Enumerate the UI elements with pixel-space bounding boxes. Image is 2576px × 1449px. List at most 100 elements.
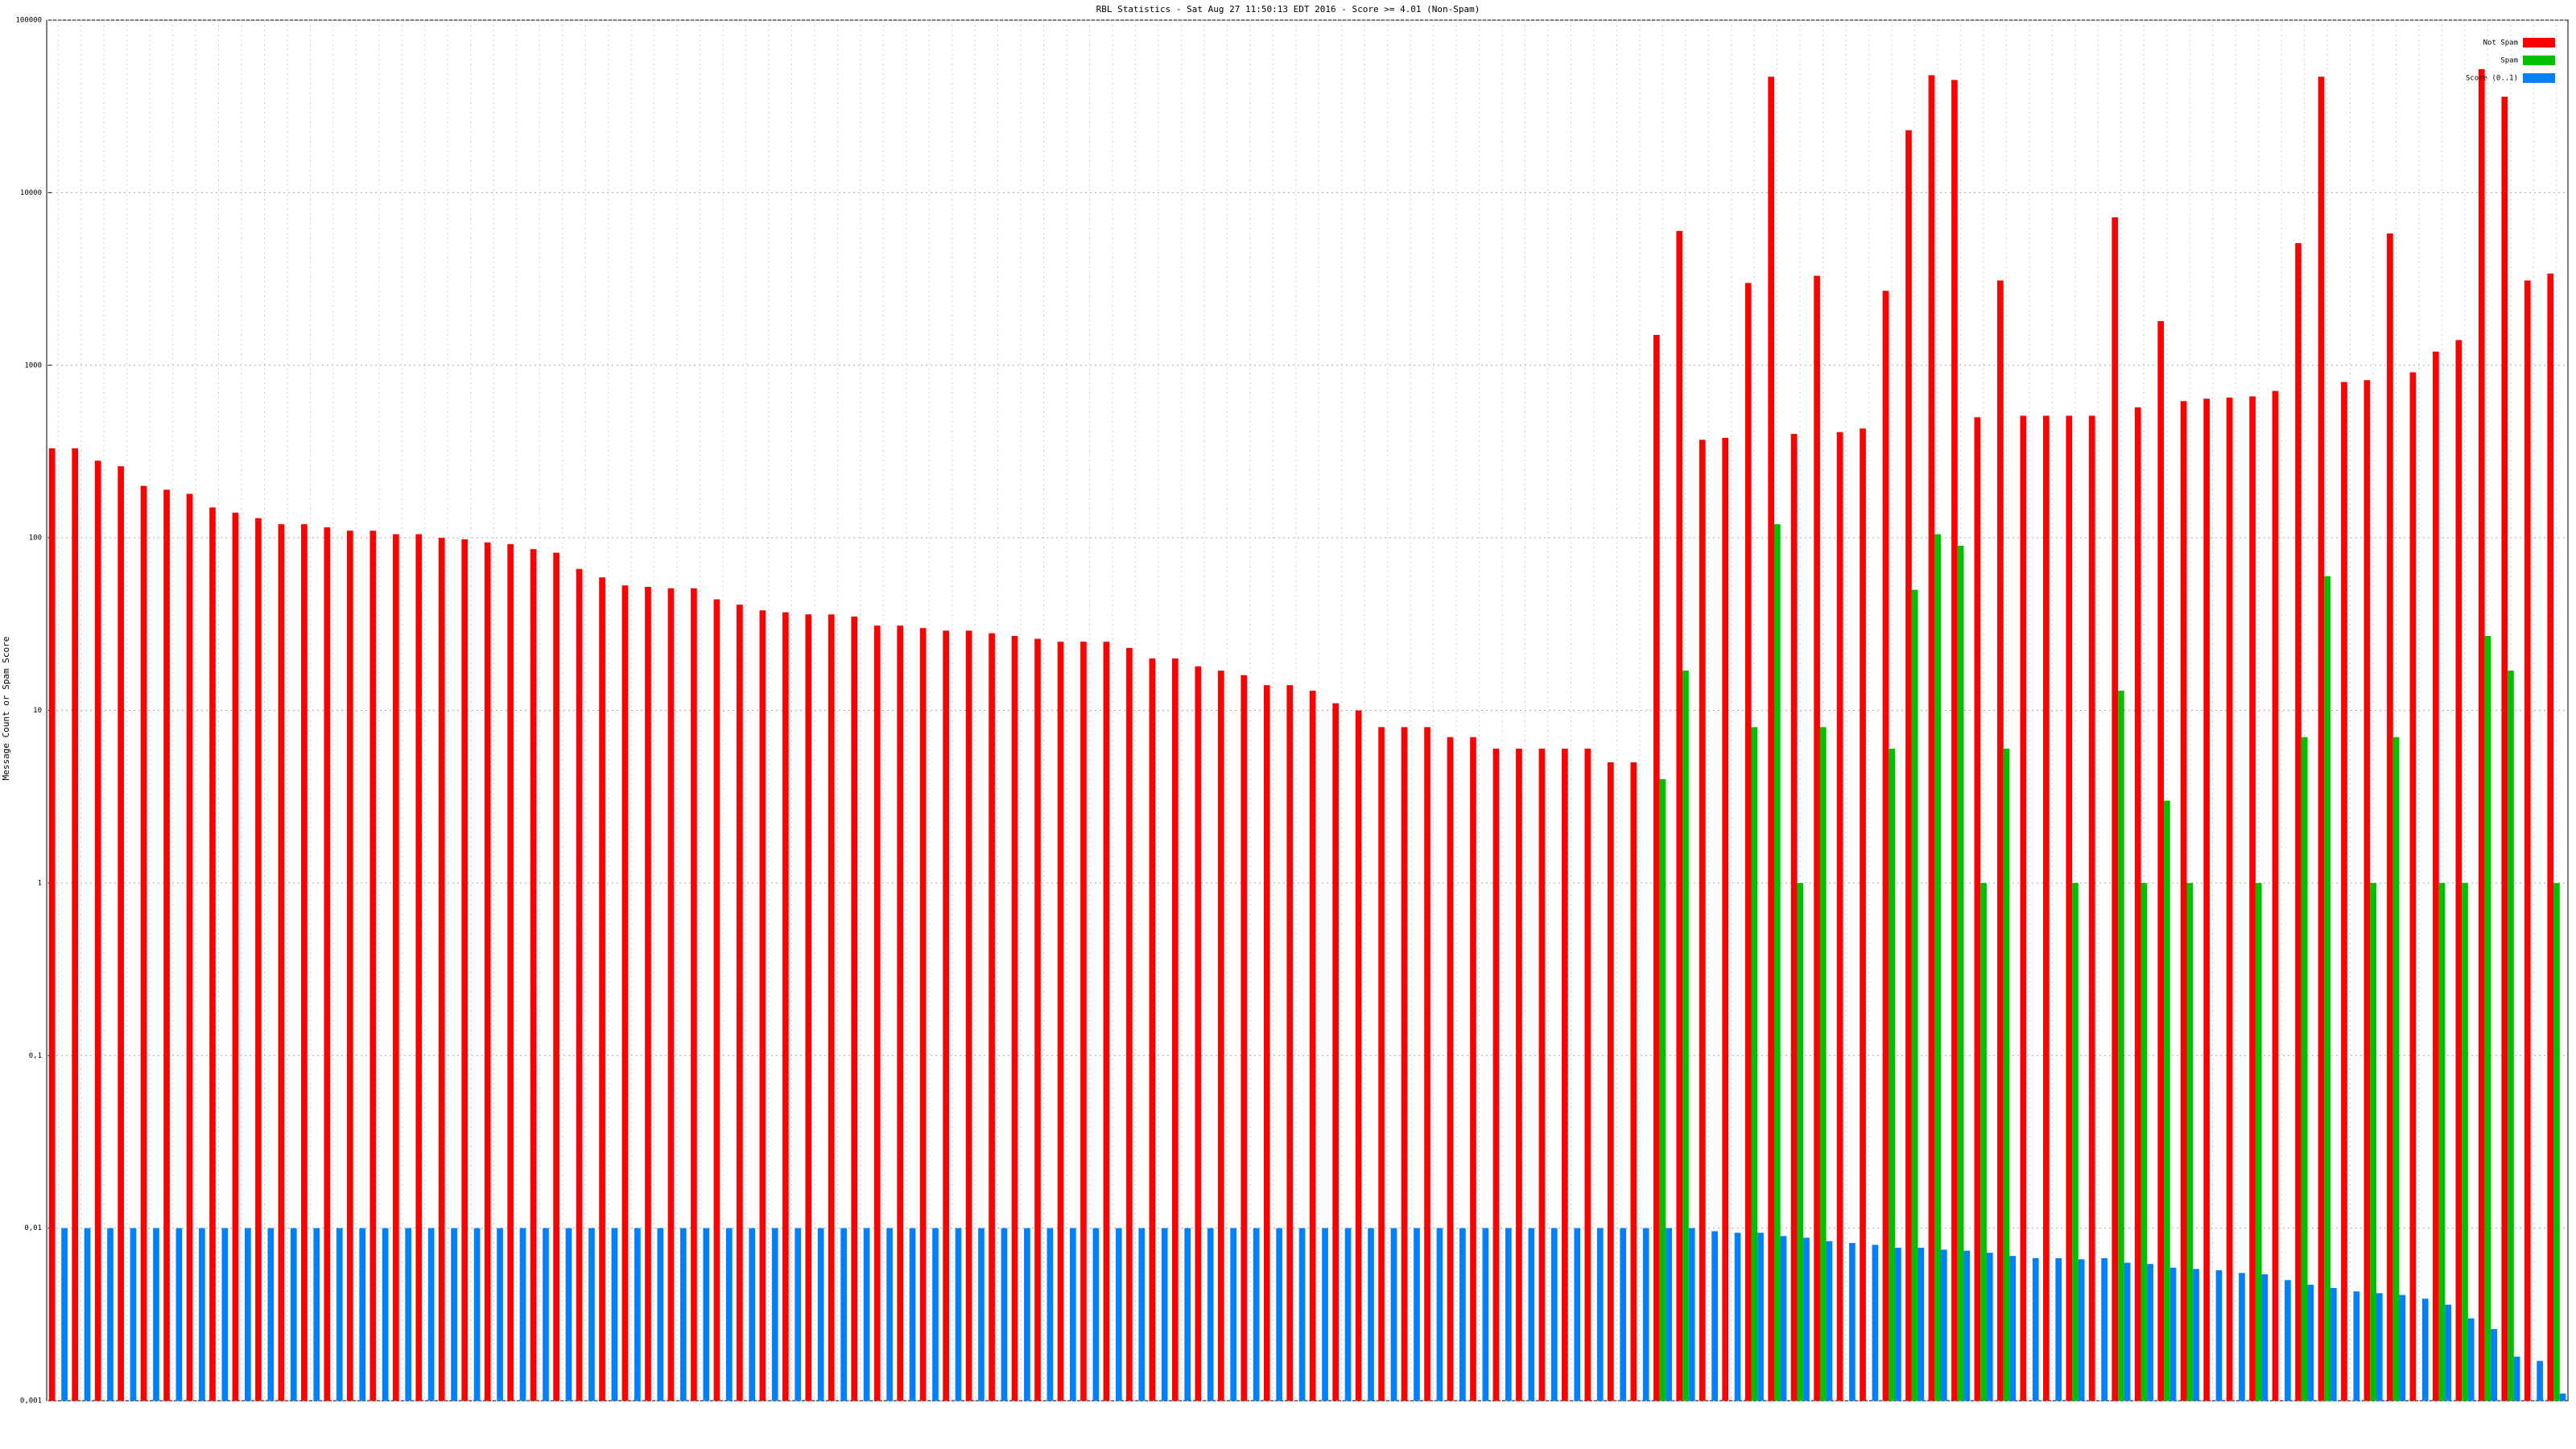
bar [1344, 1228, 1352, 1401]
bar [301, 524, 308, 1401]
bar [817, 1228, 824, 1401]
bar [1620, 1228, 1627, 1401]
legend-swatch [2523, 56, 2555, 65]
bar [1986, 1253, 1993, 1401]
bar [588, 1228, 595, 1401]
bar [621, 585, 629, 1401]
bar [2164, 800, 2170, 1401]
bar [1849, 1243, 1856, 1401]
bar [919, 628, 927, 1401]
bar [163, 489, 170, 1401]
y-tick-label: 1000 [24, 361, 42, 369]
bar [2180, 401, 2187, 1401]
bar [667, 588, 675, 1401]
bar [153, 1228, 159, 1401]
bar [679, 1228, 687, 1401]
bar [369, 530, 377, 1401]
bar [2272, 390, 2279, 1402]
bar [1974, 417, 1981, 1401]
bar [2186, 882, 2194, 1401]
bar [2112, 217, 2119, 1401]
bar [1217, 671, 1224, 1401]
bar [1630, 762, 1637, 1401]
bar [415, 534, 423, 1401]
bar [2042, 415, 2050, 1401]
bar [1997, 280, 2004, 1402]
bar [1607, 762, 1614, 1401]
bar [2255, 882, 2262, 1401]
bar [1070, 1228, 1076, 1401]
bar [1459, 1228, 1466, 1401]
bar [2249, 396, 2256, 1401]
bar [1046, 1228, 1054, 1401]
bar [1230, 1228, 1237, 1401]
bar [2353, 1291, 2360, 1401]
y-tick-label: 1 [38, 879, 42, 887]
bar [1562, 749, 1568, 1401]
bar [1803, 1237, 1810, 1401]
bar [2524, 280, 2531, 1402]
bar [313, 1228, 320, 1401]
bar [749, 1228, 756, 1401]
bar [1126, 647, 1133, 1401]
bar [2445, 1304, 2452, 1401]
bar [2203, 398, 2210, 1401]
bar [2462, 882, 2468, 1401]
bar [324, 527, 331, 1401]
bar [1470, 737, 1476, 1401]
bar [2088, 415, 2095, 1401]
bar [1934, 534, 1941, 1401]
bar [1653, 335, 1660, 1401]
bar [2157, 321, 2165, 1401]
bar [2301, 737, 2308, 1401]
bar [1722, 437, 1729, 1401]
bar [61, 1228, 68, 1401]
bar [130, 1228, 137, 1401]
bar [782, 612, 789, 1401]
bar [72, 448, 79, 1402]
bar [519, 1228, 526, 1401]
bar [451, 1228, 457, 1401]
bar [1447, 737, 1454, 1401]
bar [1309, 691, 1316, 1401]
bar [346, 530, 353, 1401]
bar [1872, 1245, 1879, 1401]
bar [759, 610, 766, 1401]
bar [1889, 749, 1896, 1401]
bar [140, 485, 147, 1401]
bar [1911, 589, 1918, 1401]
bar [530, 549, 537, 1401]
bar [2341, 382, 2347, 1401]
y-tick-label: 10 [33, 707, 42, 715]
bar [1860, 428, 1866, 1401]
bar [1826, 1241, 1833, 1401]
bar [118, 466, 124, 1402]
legend-swatch [2523, 38, 2555, 47]
bar [2032, 1257, 2039, 1401]
bar [1957, 545, 1964, 1401]
bar [1057, 642, 1064, 1401]
bar [2508, 671, 2514, 1401]
bar [1401, 727, 1408, 1401]
bar [2484, 636, 2491, 1401]
bar [1751, 727, 1758, 1401]
y-axis-label: Message Count or Spam Score [1, 637, 11, 781]
bar [634, 1228, 641, 1401]
bar [107, 1228, 114, 1401]
bar [1414, 1228, 1420, 1401]
bar [553, 552, 559, 1402]
bar [1286, 685, 1294, 1401]
bar [1790, 434, 1798, 1402]
bar [186, 493, 193, 1402]
bar [1584, 749, 1591, 1401]
bar [1905, 130, 1912, 1401]
bar [2421, 1298, 2429, 1401]
bar [2537, 1360, 2543, 1401]
bar [84, 1228, 91, 1401]
bar [1963, 1250, 1971, 1401]
bar [2009, 1256, 2017, 1401]
bar [2363, 380, 2371, 1401]
bar [863, 1228, 870, 1401]
bar [2003, 749, 2010, 1401]
